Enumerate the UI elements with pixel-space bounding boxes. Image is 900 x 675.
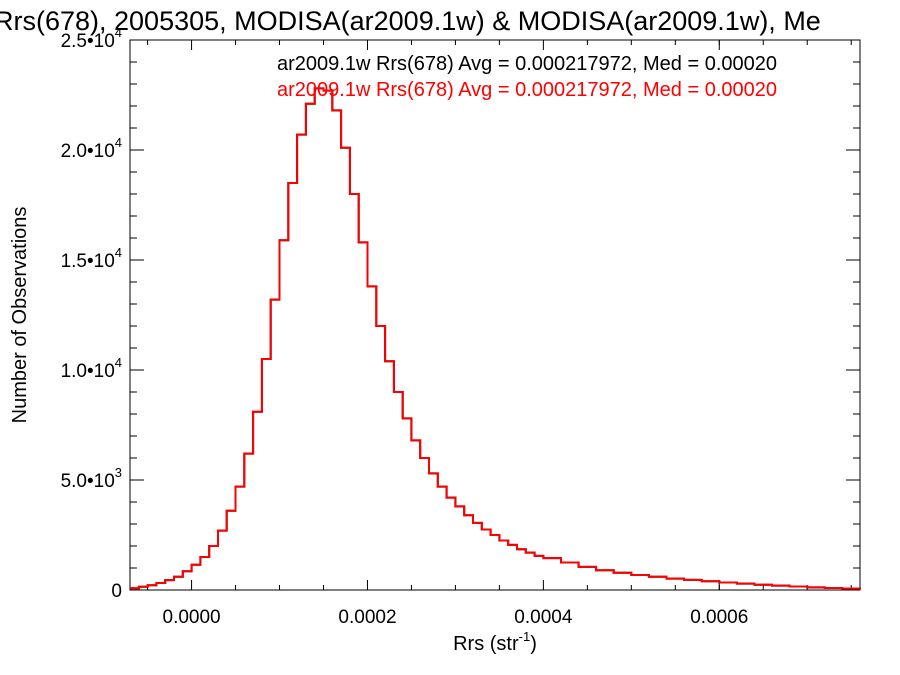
y-tick-label: 1.0•104 [61, 355, 122, 382]
series-layer [130, 87, 861, 590]
chart-title: Rrs(678), 2005305, MODISA(ar2009.1w) & M… [0, 6, 821, 36]
x-tick-label: 0.0002 [338, 607, 396, 628]
x-axis-ticks: 0.0000 0.0002 0.0004 0.0006 [147, 40, 852, 628]
legend-entry-red: ar2009.1w Rrs(678) Avg = 0.000217972, Me… [277, 79, 777, 101]
y-tick-label: 1.5•104 [61, 245, 122, 272]
y-tick-label: 2.5•104 [61, 25, 122, 52]
y-tick-label: 5.0•103 [61, 465, 122, 492]
y-axis-label: Number of Observations [9, 207, 31, 424]
series-line-black [130, 87, 861, 590]
x-tick-label: 0.0004 [514, 607, 573, 628]
x-tick-label: 0.0006 [690, 607, 748, 628]
x-axis-label: Rrs (str-1) [453, 629, 537, 655]
legend: ar2009.1w Rrs(678) Avg = 0.000217972, Me… [277, 53, 777, 101]
x-axis-label-superscript: -1 [519, 629, 531, 644]
y-tick-label: 0 [111, 581, 122, 602]
x-tick-label: 0.0000 [163, 607, 221, 628]
x-axis-label-close: ) [530, 633, 537, 655]
x-axis-label-main: Rrs (str [453, 633, 519, 655]
legend-entry-black: ar2009.1w Rrs(678) Avg = 0.000217972, Me… [277, 53, 777, 75]
series-line-red [130, 87, 861, 590]
y-tick-label: 2.0•104 [61, 135, 122, 162]
plot-frame [129, 39, 861, 591]
y-axis-ticks: 0 5.0•103 1.0•104 1.5•104 2.0•104 2.5•104 [61, 25, 860, 602]
